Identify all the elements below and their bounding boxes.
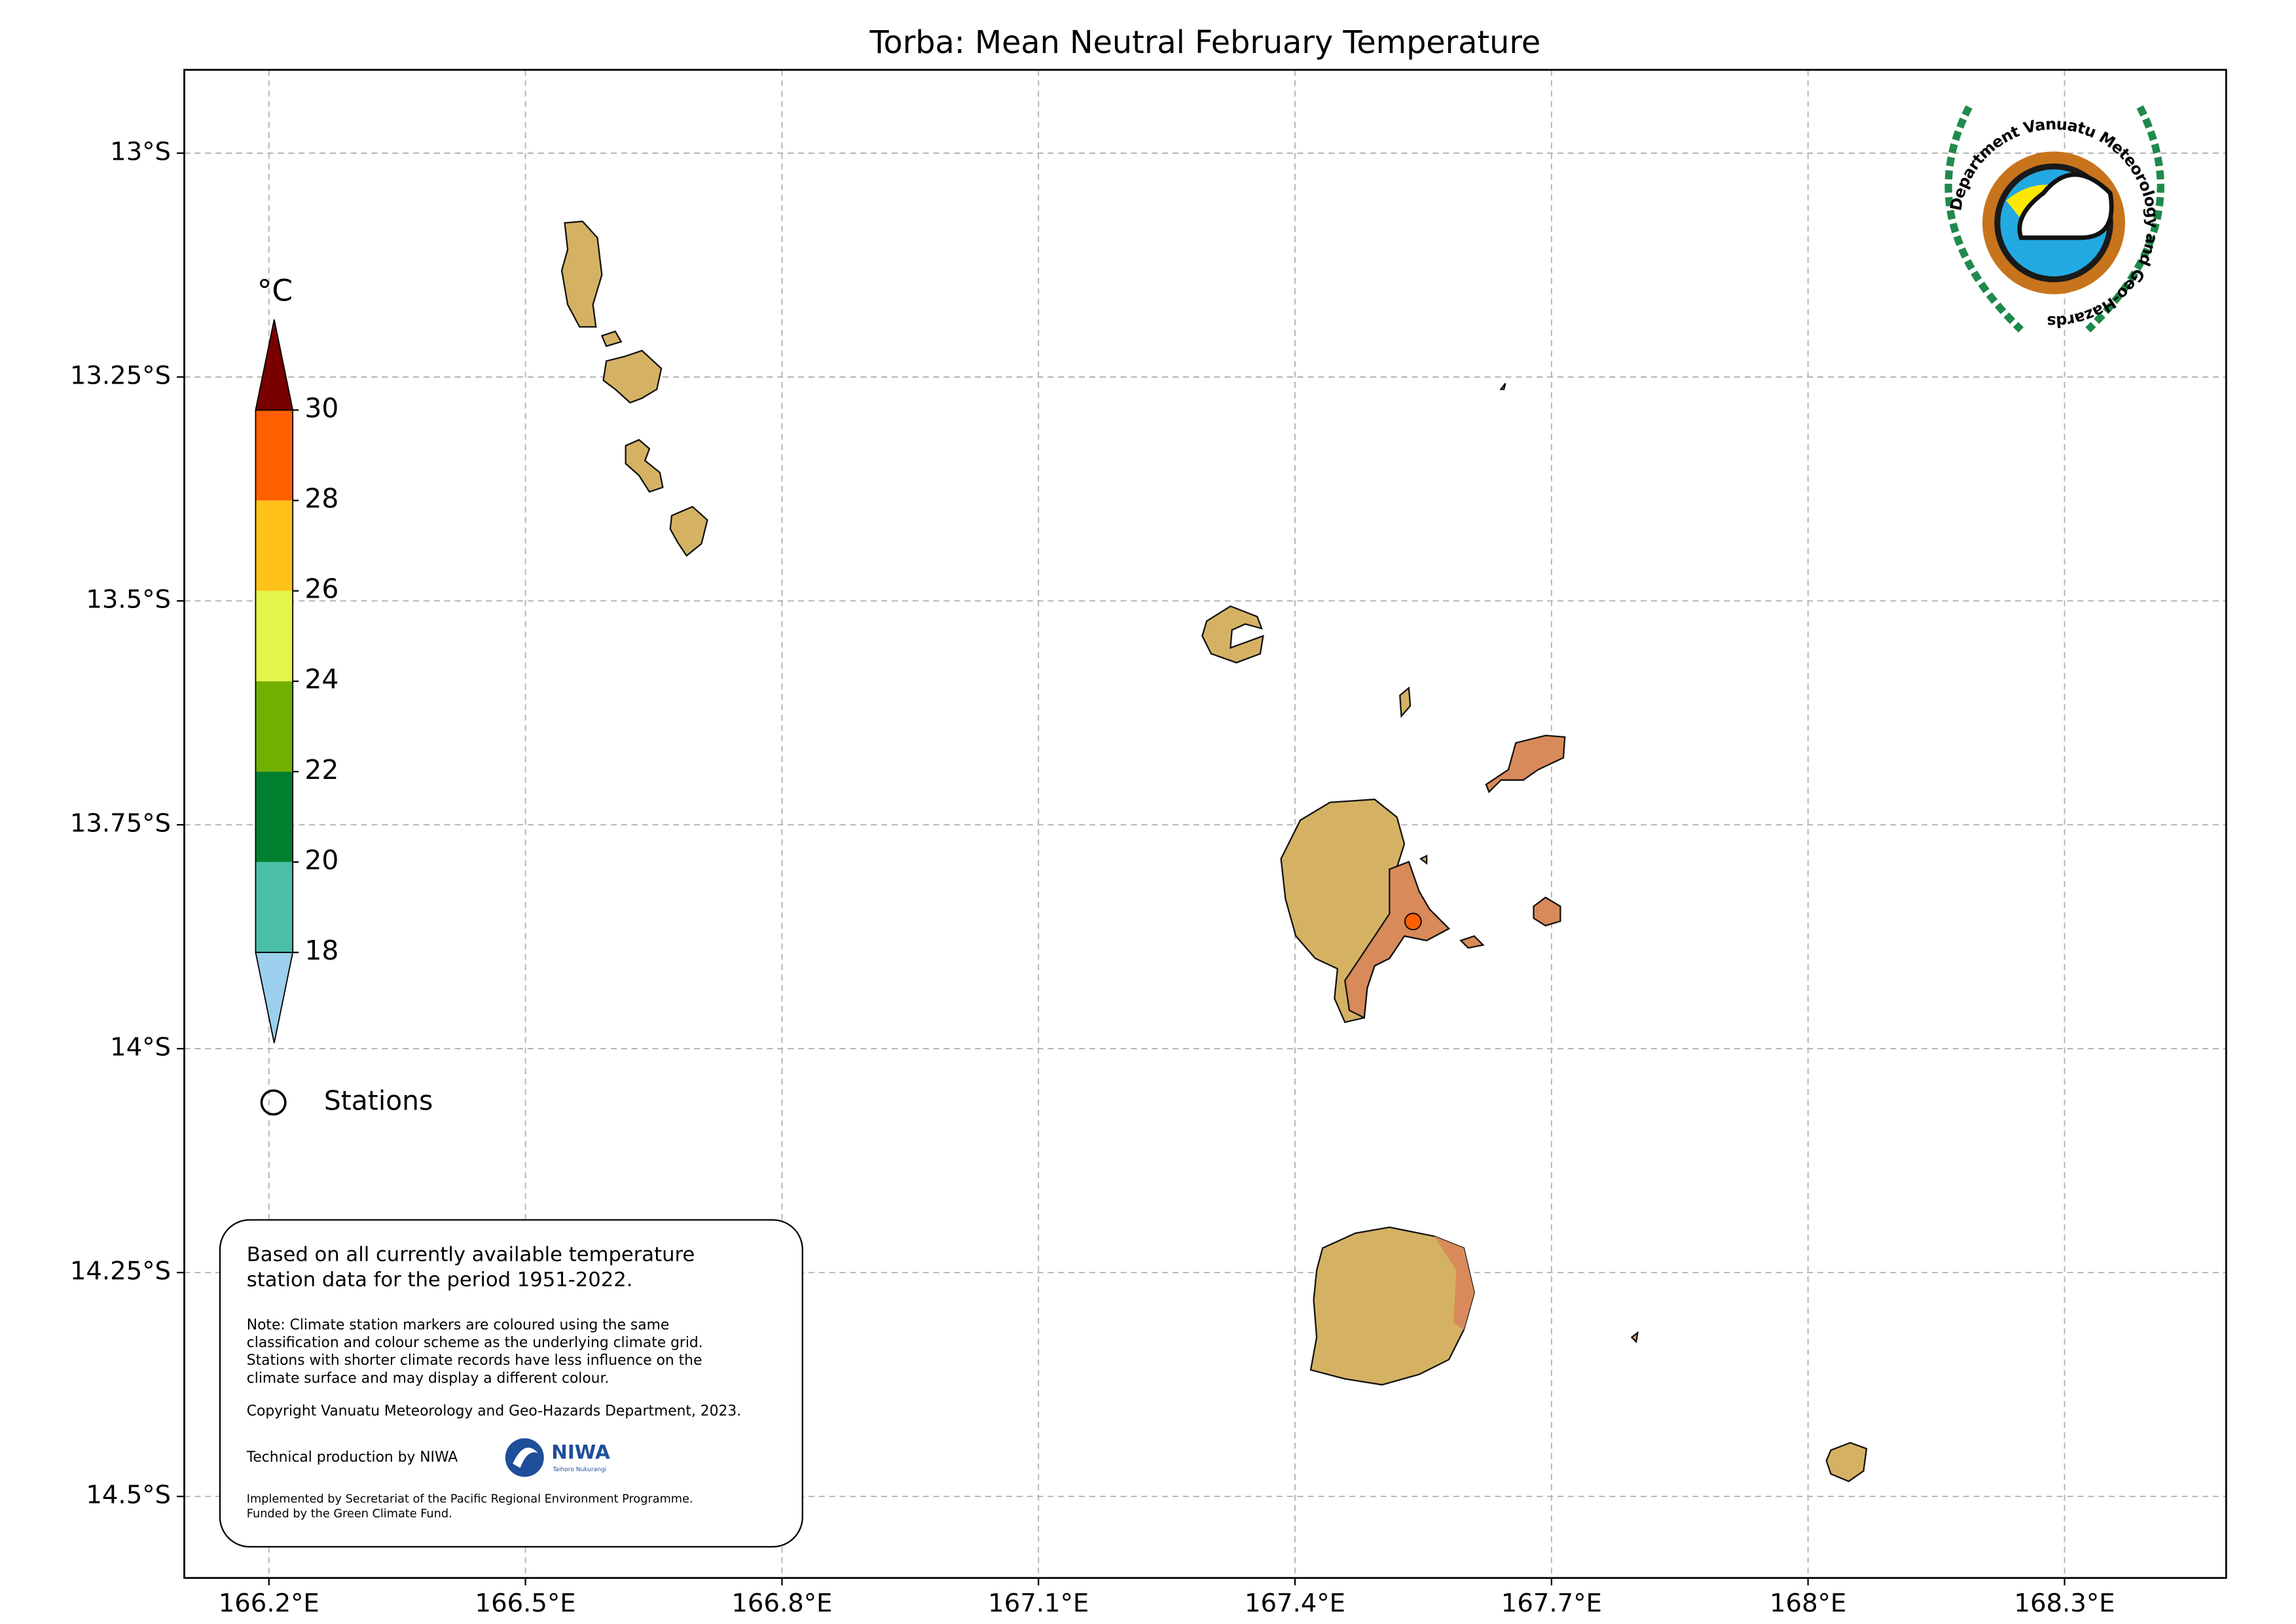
colorbar-tick-label: 22: [304, 754, 338, 785]
y-tick-label: 13°S: [110, 137, 171, 166]
info-box: Based on all currently available tempera…: [219, 1219, 803, 1548]
legend-station-symbol: [260, 1089, 287, 1116]
island: [1419, 854, 1428, 865]
island: [1485, 734, 1566, 793]
island: [1499, 382, 1506, 390]
x-tick-label: 166.8°E: [731, 1589, 832, 1618]
colorbar-bin: [255, 590, 293, 681]
island: [1201, 605, 1264, 664]
colorbar-tick-label: 20: [304, 844, 338, 876]
colorbar-bin: [255, 681, 293, 772]
x-tick-label: 167.1°E: [988, 1589, 1089, 1618]
info-note: Note: Climate station markers are colour…: [247, 1317, 669, 1333]
island: [1630, 1331, 1639, 1344]
x-tick-label: 166.2°E: [219, 1589, 319, 1618]
y-tick-label: 13.75°S: [70, 809, 171, 839]
island: [1399, 686, 1412, 718]
island: [1309, 1226, 1475, 1386]
y-tick-label: 14°S: [110, 1033, 171, 1062]
colorbar-bin: [255, 500, 293, 591]
graticule: [184, 69, 2227, 1578]
colorbar-tick-label: 26: [304, 573, 338, 605]
logo-wreath: [1944, 105, 2164, 333]
colorbar-tick-label: 24: [304, 664, 338, 695]
colorbar-over: [255, 319, 294, 411]
y-tick-label: 14.25°S: [70, 1257, 171, 1286]
island: [1459, 935, 1485, 949]
stations: [1404, 912, 1422, 931]
y-tick-label: 13.25°S: [70, 361, 171, 390]
y-tick-label: 13.5°S: [86, 585, 171, 614]
legend-label: Stations: [324, 1085, 433, 1116]
map-frame: [183, 69, 2227, 1579]
station-marker: [1404, 912, 1422, 931]
colorbar-bin: [255, 861, 293, 953]
info-note: Stations with shorter climate records ha…: [247, 1352, 702, 1369]
colorbar-under: [255, 952, 294, 1043]
x-tick-label: 166.5°E: [475, 1589, 576, 1618]
colorbar-tick-label: 30: [304, 392, 338, 424]
info-copyright: Copyright Vanuatu Meteorology and Geo-Ha…: [247, 1403, 741, 1419]
island: [1533, 896, 1561, 927]
niwa-logo-text: NIWA: [551, 1441, 610, 1463]
legend: Stations: [260, 1085, 433, 1116]
colorbar-bin: [255, 410, 293, 501]
colorbar-tick-label: 18: [304, 935, 338, 966]
niwa-logo-swirl: [513, 1447, 538, 1468]
colorbar-tick-label: 28: [304, 483, 338, 514]
islands: [560, 221, 1868, 1483]
info-note: climate surface and may display a differ…: [247, 1370, 610, 1386]
colorbar: °C 30 28 26 24 22 20 18: [255, 274, 338, 1043]
info-summary: Based on all currently available tempera…: [247, 1244, 695, 1267]
x-tick-label: 168°E: [1770, 1589, 1846, 1618]
x-tick-label: 167.4°E: [1245, 1589, 1345, 1618]
info-summary: station data for the period 1951-2022.: [247, 1269, 633, 1291]
info-funding: Funded by the Green Climate Fund.: [247, 1507, 452, 1521]
island: [600, 330, 623, 348]
logo-cloud: [2017, 172, 2114, 240]
island: [1825, 1441, 1868, 1483]
island: [602, 350, 663, 404]
info-funding: Implemented by Secretariat of the Pacifi…: [247, 1492, 693, 1506]
island-warm-zone: [1434, 1236, 1474, 1330]
island: [669, 505, 708, 557]
info-box-frame: [219, 1219, 803, 1548]
y-tick-label: 14.5°S: [86, 1481, 171, 1510]
x-tick-label: 168.3°E: [2014, 1589, 2115, 1618]
info-note: classification and colour scheme as the …: [247, 1335, 703, 1351]
island: [625, 439, 664, 493]
x-tick-label: 167.7°E: [1501, 1589, 1602, 1618]
map-title: Torba: Mean Neutral February Temperature: [869, 25, 1541, 61]
niwa-logo-subtext: Taihoro Nukurangi: [552, 1466, 606, 1473]
colorbar-bin: [255, 771, 293, 862]
logo: Department Vanuatu Meteorology and Geo-H…: [1944, 105, 2164, 333]
island: [560, 221, 603, 328]
island-warm-zone: [1344, 861, 1451, 1019]
colorbar-unit: °C: [257, 274, 293, 308]
info-production: Technical production by NIWA: [246, 1449, 458, 1466]
